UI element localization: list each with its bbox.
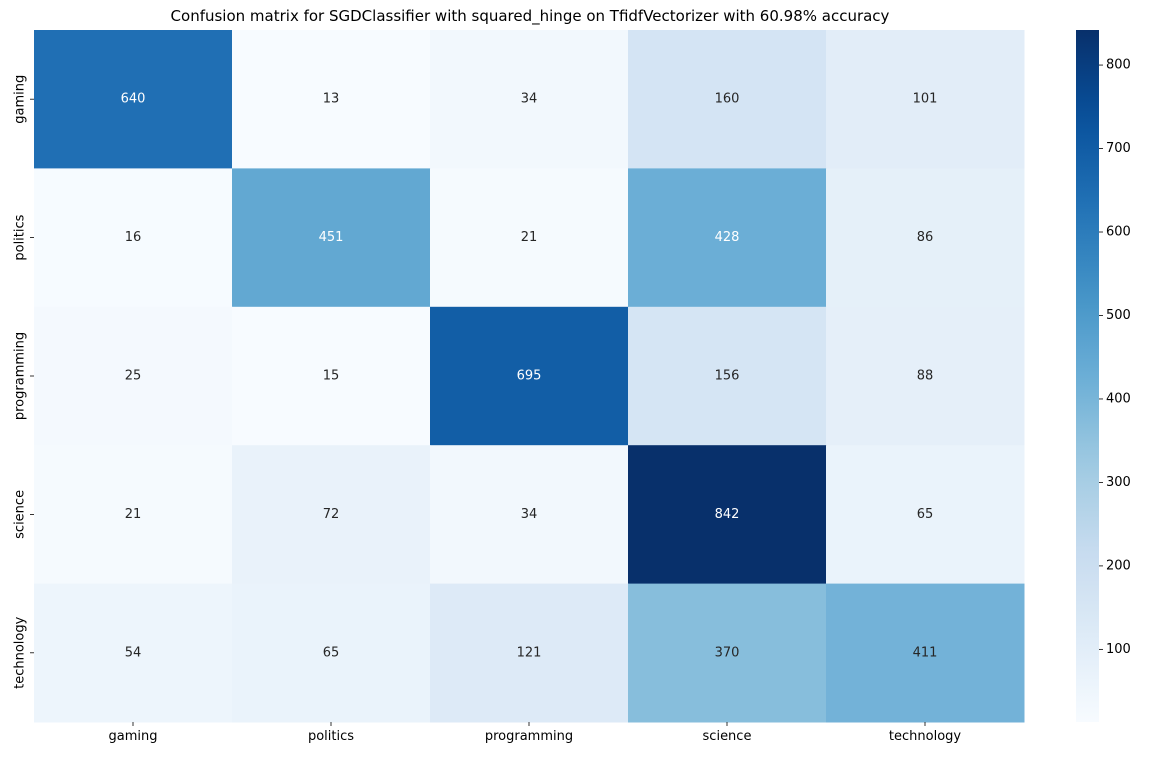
x-tick-label: gaming — [109, 729, 158, 744]
cell-value-label: 695 — [517, 369, 542, 384]
heatmap-cell-science-technology — [826, 445, 1025, 585]
heatmap-cell-gaming-gaming — [34, 30, 233, 169]
x-tick-label: technology — [889, 729, 961, 744]
heatmap-cell-programming-politics — [232, 306, 431, 446]
cell-value-label: 16 — [125, 230, 142, 245]
y-axis-ticks: gaming politics programming science technolo… — [13, 75, 34, 689]
heatmap-cell-gaming-politics — [232, 30, 431, 169]
heatmap-cell-programming-technology — [826, 306, 1025, 446]
cell-value-label: 65 — [917, 507, 934, 522]
cell-value-label: 121 — [517, 645, 542, 660]
heatmap-cell-politics-technology — [826, 168, 1025, 308]
heatmap-cell-science-programming — [430, 445, 629, 585]
x-tick-label: politics — [308, 729, 354, 744]
cell-value-label: 370 — [715, 645, 740, 660]
y-tick-label: science — [13, 490, 28, 539]
cell-value-label: 34 — [521, 507, 538, 522]
colorbar-tick-label: 200 — [1106, 558, 1131, 573]
cell-value-label: 411 — [913, 645, 938, 660]
heatmap-cell-gaming-science — [628, 30, 827, 169]
cell-value-label: 65 — [323, 645, 340, 660]
cell-value-label: 428 — [715, 230, 740, 245]
colorbar-tick-label: 700 — [1106, 141, 1131, 156]
y-tick-label: gaming — [13, 75, 28, 124]
cell-value-label: 34 — [521, 92, 538, 107]
cell-value-label: 21 — [521, 230, 538, 245]
cell-value-label: 13 — [323, 92, 340, 107]
heatmap-cell-technology-politics — [232, 583, 431, 723]
cell-value-label: 156 — [715, 369, 740, 384]
heatmap-cell-politics-politics — [232, 168, 431, 308]
heatmap-cell-science-science — [628, 445, 827, 585]
heatmap-cell-programming-programming — [430, 306, 629, 446]
cell-value-label: 54 — [125, 645, 142, 660]
cell-value-label: 842 — [715, 507, 740, 522]
y-tick-label: politics — [13, 214, 28, 260]
y-tick-label: technology — [13, 616, 28, 688]
heatmap-cell-programming-science — [628, 306, 827, 446]
heatmap-cell-technology-programming — [430, 583, 629, 723]
cell-value-label: 15 — [323, 369, 340, 384]
heatmap-cells — [34, 30, 1025, 723]
heatmap-cell-technology-gaming — [34, 583, 233, 723]
cell-value-label: 88 — [917, 369, 934, 384]
chart-title: Confusion matrix for SGDClassifier with … — [171, 7, 890, 26]
cell-value-label: 101 — [913, 92, 938, 107]
colorbar-tick-label: 600 — [1106, 225, 1131, 240]
heatmap-cell-politics-programming — [430, 168, 629, 308]
heatmap-cell-programming-gaming — [34, 306, 233, 446]
heatmap-cell-technology-technology — [826, 583, 1025, 723]
cell-value-label: 21 — [125, 507, 142, 522]
colorbar-tick-label: 400 — [1106, 391, 1131, 406]
heatmap-cell-gaming-programming — [430, 30, 629, 169]
cell-value-label: 160 — [715, 92, 740, 107]
cell-value-label: 86 — [917, 230, 934, 245]
heatmap-cell-gaming-technology — [826, 30, 1025, 169]
cell-value-label: 640 — [121, 92, 146, 107]
heatmap-annotations: 640 13 34 160 101 16 451 21 428 86 25 15 695 156 88 21 7… — [121, 92, 938, 661]
cell-value-label: 451 — [319, 230, 344, 245]
y-tick-label: programming — [13, 332, 28, 420]
cell-value-label: 72 — [323, 507, 340, 522]
colorbar-gradient — [1076, 30, 1099, 722]
heatmap-cell-science-politics — [232, 445, 431, 585]
colorbar-tick-label: 100 — [1106, 642, 1131, 657]
heatmap-cell-politics-science — [628, 168, 827, 308]
colorbar-tick-label: 300 — [1106, 475, 1131, 490]
x-axis-ticks: gaming politics programming science technolo… — [109, 722, 961, 744]
x-tick-label: science — [703, 729, 752, 744]
colorbar: 100 200 300 400 500 600 700 800 — [1076, 30, 1131, 722]
colorbar-tick-label: 500 — [1106, 308, 1131, 323]
colorbar-tick-label: 800 — [1106, 58, 1131, 73]
heatmap-cell-science-gaming — [34, 445, 233, 585]
cell-value-label: 25 — [125, 369, 142, 384]
heatmap-cell-politics-gaming — [34, 168, 233, 308]
heatmap-cell-technology-science — [628, 583, 827, 723]
x-tick-label: programming — [485, 729, 573, 744]
